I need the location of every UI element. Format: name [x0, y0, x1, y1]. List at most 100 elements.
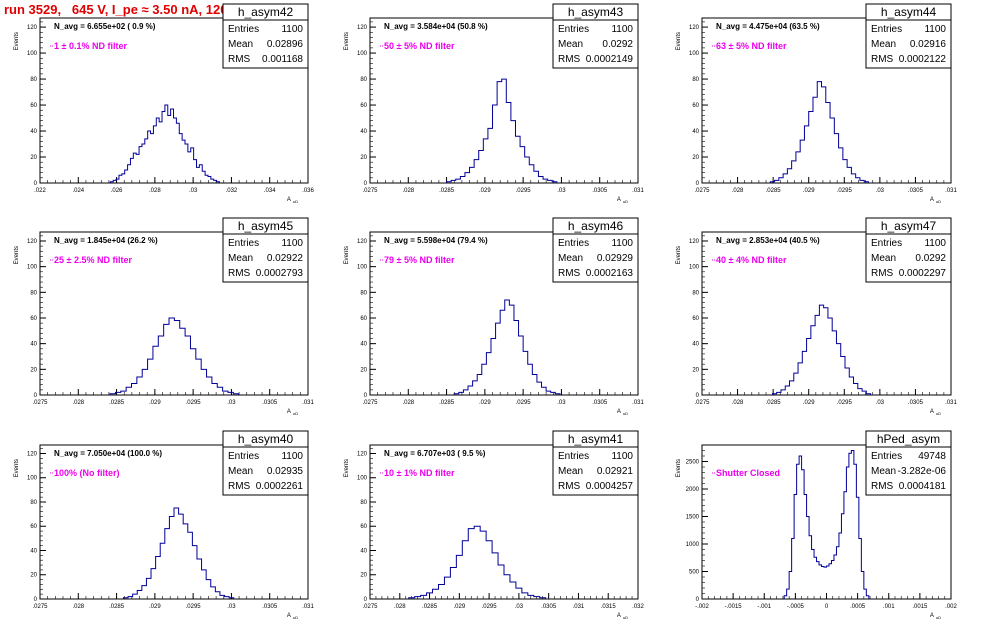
- stats-value: 0.0002261: [256, 481, 304, 492]
- stats-value: 1100: [611, 451, 633, 462]
- y-tick-label: 2000: [686, 487, 700, 493]
- plot-frame: [39, 231, 309, 396]
- x-tick-label: .0305: [541, 604, 557, 610]
- x-tick-label: .0305: [908, 188, 924, 194]
- y-axis-title: Events: [14, 32, 20, 50]
- stats-key: Mean: [558, 39, 583, 50]
- stats-key: Entries: [558, 451, 589, 462]
- y-tick-label: 2500: [686, 460, 700, 466]
- stats-title: h_asym46: [568, 219, 624, 233]
- x-axis-subscript: uD: [293, 199, 298, 204]
- y-tick-label: 20: [30, 155, 37, 161]
- stats-key: Entries: [558, 238, 589, 249]
- filter-label: 25 ± 2.5% ND filter: [54, 255, 132, 265]
- x-tick-label: -.002: [695, 604, 709, 610]
- stats-value: 0.0002297: [899, 268, 947, 279]
- y-tick-label: 40: [30, 548, 37, 554]
- x-tick-label: .0275: [694, 400, 710, 406]
- stats-key: RMS: [228, 54, 251, 65]
- histogram-line: [771, 304, 872, 395]
- x-tick-label: .0275: [32, 604, 48, 610]
- y-tick-label: 120: [27, 239, 38, 245]
- plot-frame: [369, 17, 639, 184]
- y-tick-label: 80: [360, 500, 367, 506]
- y-tick-label: 100: [357, 51, 368, 57]
- stats-key: Mean: [558, 466, 583, 477]
- x-tick-label: .0295: [186, 604, 202, 610]
- x-axis-subscript: uD: [623, 615, 628, 620]
- histogram-line: [109, 104, 220, 183]
- x-tick-label: .031: [632, 400, 644, 406]
- stats-value: 1100: [281, 238, 303, 249]
- x-tick-label: .001: [883, 604, 895, 610]
- stats-value: 0.02896: [267, 39, 304, 50]
- x-tick-label: .0305: [592, 400, 608, 406]
- stats-box: [222, 430, 309, 496]
- filter-label: 1 ± 0.1% ND filter: [54, 41, 127, 51]
- stats-value: 49748: [918, 451, 946, 462]
- x-tick-label: .029: [479, 188, 491, 194]
- histogram-panel-h_asym47: 0 20 40 60 80 100 120 .0275 .028 .0285 .029 .0295 .0…: [676, 217, 957, 416]
- stats-key: Entries: [228, 451, 259, 462]
- x-tick-label: .0305: [908, 400, 924, 406]
- x-tick-label: .0285: [109, 400, 125, 406]
- stats-key: Entries: [228, 24, 259, 35]
- y-tick-label: 60: [30, 103, 37, 109]
- stats-key: Entries: [871, 451, 902, 462]
- stats-box: [552, 217, 639, 283]
- x-tick-label: .029: [479, 400, 491, 406]
- y-tick-label: 60: [692, 316, 699, 322]
- stats-value: 0.02922: [267, 253, 304, 264]
- stats-key: Mean: [871, 466, 896, 477]
- stats-key: Mean: [228, 253, 253, 264]
- x-tick-label: -.0005: [787, 604, 805, 610]
- x-tick-label: .0305: [592, 188, 608, 194]
- y-tick-label: 100: [27, 51, 38, 57]
- histogram-panel-h_asym44: 0 20 40 60 80 100 120 .0275 .028 .0285 .029 .0295 .0…: [676, 3, 957, 204]
- histogram-panel-h_asym43: 0 20 40 60 80 100 120 .0275 .028 .0285 .029 .0295 .0…: [344, 3, 644, 204]
- x-tick-label: -.001: [757, 604, 771, 610]
- x-axis-subscript: uD: [623, 411, 628, 416]
- y-tick-label: 120: [357, 451, 368, 457]
- x-axis-subscript: uD: [936, 411, 941, 416]
- stats-key: RMS: [228, 481, 251, 492]
- stats-value: 0.02935: [267, 466, 304, 477]
- y-tick-label: 0: [696, 393, 700, 399]
- x-tick-label: .0015: [912, 604, 928, 610]
- y-tick-label: 0: [696, 181, 700, 187]
- y-tick-label: 80: [360, 290, 367, 296]
- stats-key: Entries: [558, 24, 589, 35]
- x-tick-label: .0275: [362, 400, 378, 406]
- y-tick-label: 100: [357, 265, 368, 271]
- x-tick-label: .028: [402, 400, 414, 406]
- x-tick-label: .0275: [362, 188, 378, 194]
- histogram-panel-hPed_asym: 0 500 1000 1500 2000 2500 -.002 -.0015 -.001 -.00…: [676, 430, 957, 620]
- filter-label: 10 ± 1% ND filter: [384, 468, 455, 478]
- y-tick-label: 0: [696, 597, 700, 603]
- navg-label: N_avg = 6.655e+02 ( 0.9 %): [54, 22, 156, 31]
- navg-label: N_avg = 6.707e+03 ( 9.5 %): [384, 449, 486, 458]
- y-tick-label: 60: [30, 524, 37, 530]
- x-tick-label: .028: [732, 400, 744, 406]
- y-tick-label: 500: [689, 570, 700, 576]
- y-tick-label: 120: [689, 239, 700, 245]
- plot-frame: [39, 444, 309, 600]
- filter-label: 100% (No filter): [54, 468, 120, 478]
- stats-box: [865, 430, 952, 496]
- y-tick-label: 60: [692, 103, 699, 109]
- stats-value: 0.001168: [262, 54, 303, 65]
- y-tick-label: 120: [357, 239, 368, 245]
- x-tick-label: .0285: [766, 400, 782, 406]
- x-tick-label: .03: [189, 188, 198, 194]
- x-tick-label: .028: [394, 604, 406, 610]
- x-tick-label: .031: [302, 400, 314, 406]
- plot-frame: [701, 231, 952, 396]
- histogram-line: [446, 78, 558, 183]
- stats-value: 1100: [924, 24, 946, 35]
- x-tick-label: .029: [453, 604, 465, 610]
- x-tick-label: .036: [302, 188, 314, 194]
